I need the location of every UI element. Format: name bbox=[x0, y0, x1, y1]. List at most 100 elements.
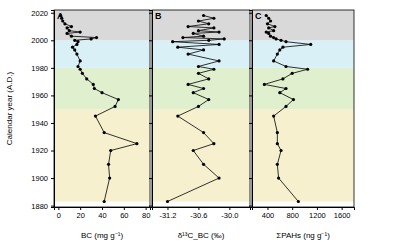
y-tick bbox=[149, 151, 152, 152]
data-point bbox=[278, 91, 281, 94]
data-point bbox=[207, 77, 210, 80]
data-point bbox=[65, 26, 68, 29]
data-point bbox=[63, 22, 66, 25]
x-axis-line bbox=[55, 208, 151, 211]
data-point bbox=[265, 14, 268, 17]
data-point bbox=[197, 65, 200, 68]
profile-line bbox=[61, 16, 137, 202]
data-point bbox=[276, 163, 279, 166]
x-tick: -31.2 bbox=[159, 207, 176, 220]
data-point bbox=[109, 149, 112, 152]
data-point bbox=[284, 40, 287, 43]
data-point bbox=[272, 59, 275, 62]
data-point bbox=[79, 68, 82, 71]
y-tick-label: 1880 bbox=[31, 202, 48, 211]
data-point bbox=[71, 46, 74, 49]
x-axis-line bbox=[153, 208, 251, 211]
x-tick: -30.0 bbox=[221, 207, 238, 220]
data-layer bbox=[59, 14, 139, 203]
data-point bbox=[202, 163, 205, 166]
y-tick-mark bbox=[149, 95, 152, 96]
data-point bbox=[279, 39, 282, 42]
data-point bbox=[187, 52, 190, 55]
data-point bbox=[197, 72, 200, 75]
data-point bbox=[284, 87, 287, 90]
bands bbox=[252, 10, 354, 201]
data-point bbox=[202, 131, 205, 134]
x-tick-label: -31.2 bbox=[159, 211, 176, 220]
x-tick-label: 800 bbox=[286, 211, 299, 220]
data-point bbox=[68, 29, 71, 32]
period-band bbox=[252, 40, 354, 68]
data-point bbox=[217, 43, 220, 46]
data-point bbox=[202, 35, 205, 38]
y-tick bbox=[149, 178, 152, 179]
data-point bbox=[272, 29, 275, 32]
x-tick-mark bbox=[58, 207, 59, 210]
y-tick: 1980 bbox=[31, 64, 54, 73]
y-tick: 1900 bbox=[31, 174, 54, 183]
x-tick-mark bbox=[124, 207, 125, 210]
x-tick-mark bbox=[342, 207, 343, 210]
plot-frame bbox=[54, 10, 150, 207]
data-point bbox=[93, 87, 96, 90]
plot-frame bbox=[252, 10, 354, 207]
period-band bbox=[54, 40, 150, 68]
x-tick-label: 80 bbox=[142, 211, 150, 220]
data-point bbox=[223, 37, 226, 40]
data-point bbox=[73, 39, 76, 42]
x-tick-label: 0 bbox=[57, 211, 61, 220]
data-point bbox=[217, 59, 220, 62]
data-point bbox=[187, 83, 190, 86]
data-point bbox=[107, 163, 110, 166]
data-point bbox=[181, 36, 184, 39]
data-point bbox=[166, 200, 169, 203]
data-point bbox=[202, 48, 205, 51]
data-point bbox=[269, 35, 272, 38]
y-tick-mark bbox=[51, 13, 54, 14]
figure: 0204060801880190019201940196019802000202… bbox=[0, 0, 400, 248]
y-tick-mark bbox=[249, 123, 252, 124]
y-tick-mark bbox=[149, 68, 152, 69]
y-tick bbox=[249, 68, 252, 69]
x-tick-mark bbox=[292, 207, 293, 210]
data-point bbox=[85, 77, 88, 80]
y-tick-mark bbox=[51, 178, 54, 179]
x-tick-label: 20 bbox=[77, 211, 85, 220]
data-point bbox=[176, 46, 179, 49]
data-point bbox=[92, 83, 95, 86]
data-point bbox=[187, 25, 190, 28]
data-point bbox=[103, 131, 106, 134]
data-point bbox=[94, 114, 97, 117]
data-point bbox=[265, 30, 268, 33]
y-tick bbox=[149, 68, 152, 69]
y-tick-mark bbox=[249, 95, 252, 96]
y-tick-mark bbox=[249, 206, 252, 207]
data-point bbox=[212, 142, 215, 145]
y-tick: 1960 bbox=[31, 91, 54, 100]
y-tick-mark bbox=[149, 151, 152, 152]
panel: -31.2-30.6-30.0Bδ¹³C_BC (‰) bbox=[149, 10, 251, 240]
y-tick-mark bbox=[51, 206, 54, 207]
data-point bbox=[297, 200, 300, 203]
y-tick bbox=[149, 13, 152, 14]
data-point bbox=[103, 200, 106, 203]
y-tick-mark bbox=[149, 206, 152, 207]
data-point bbox=[75, 52, 78, 55]
data-point bbox=[117, 98, 120, 101]
x-axis: 40080012001600 bbox=[253, 207, 355, 220]
plot-frame bbox=[152, 10, 250, 207]
data-point bbox=[70, 35, 73, 38]
data-point bbox=[273, 25, 276, 28]
x-tick-mark bbox=[167, 207, 168, 210]
y-tick-label: 1900 bbox=[31, 174, 48, 183]
data-point bbox=[284, 65, 287, 68]
x-axis-title: BC (mg g⁻¹) bbox=[81, 231, 123, 240]
x-tick-label: 60 bbox=[120, 211, 128, 220]
y-tick bbox=[249, 13, 252, 14]
panel: 0204060801880190019201940196019802000202… bbox=[5, 9, 151, 240]
y-tick-mark bbox=[51, 95, 54, 96]
data-point bbox=[291, 72, 294, 75]
y-tick-label: 1940 bbox=[31, 119, 48, 128]
data-point bbox=[76, 40, 79, 43]
